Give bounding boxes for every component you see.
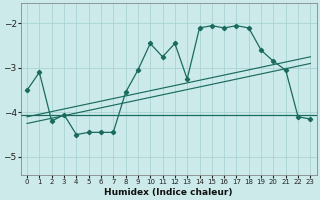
X-axis label: Humidex (Indice chaleur): Humidex (Indice chaleur) — [104, 188, 233, 197]
